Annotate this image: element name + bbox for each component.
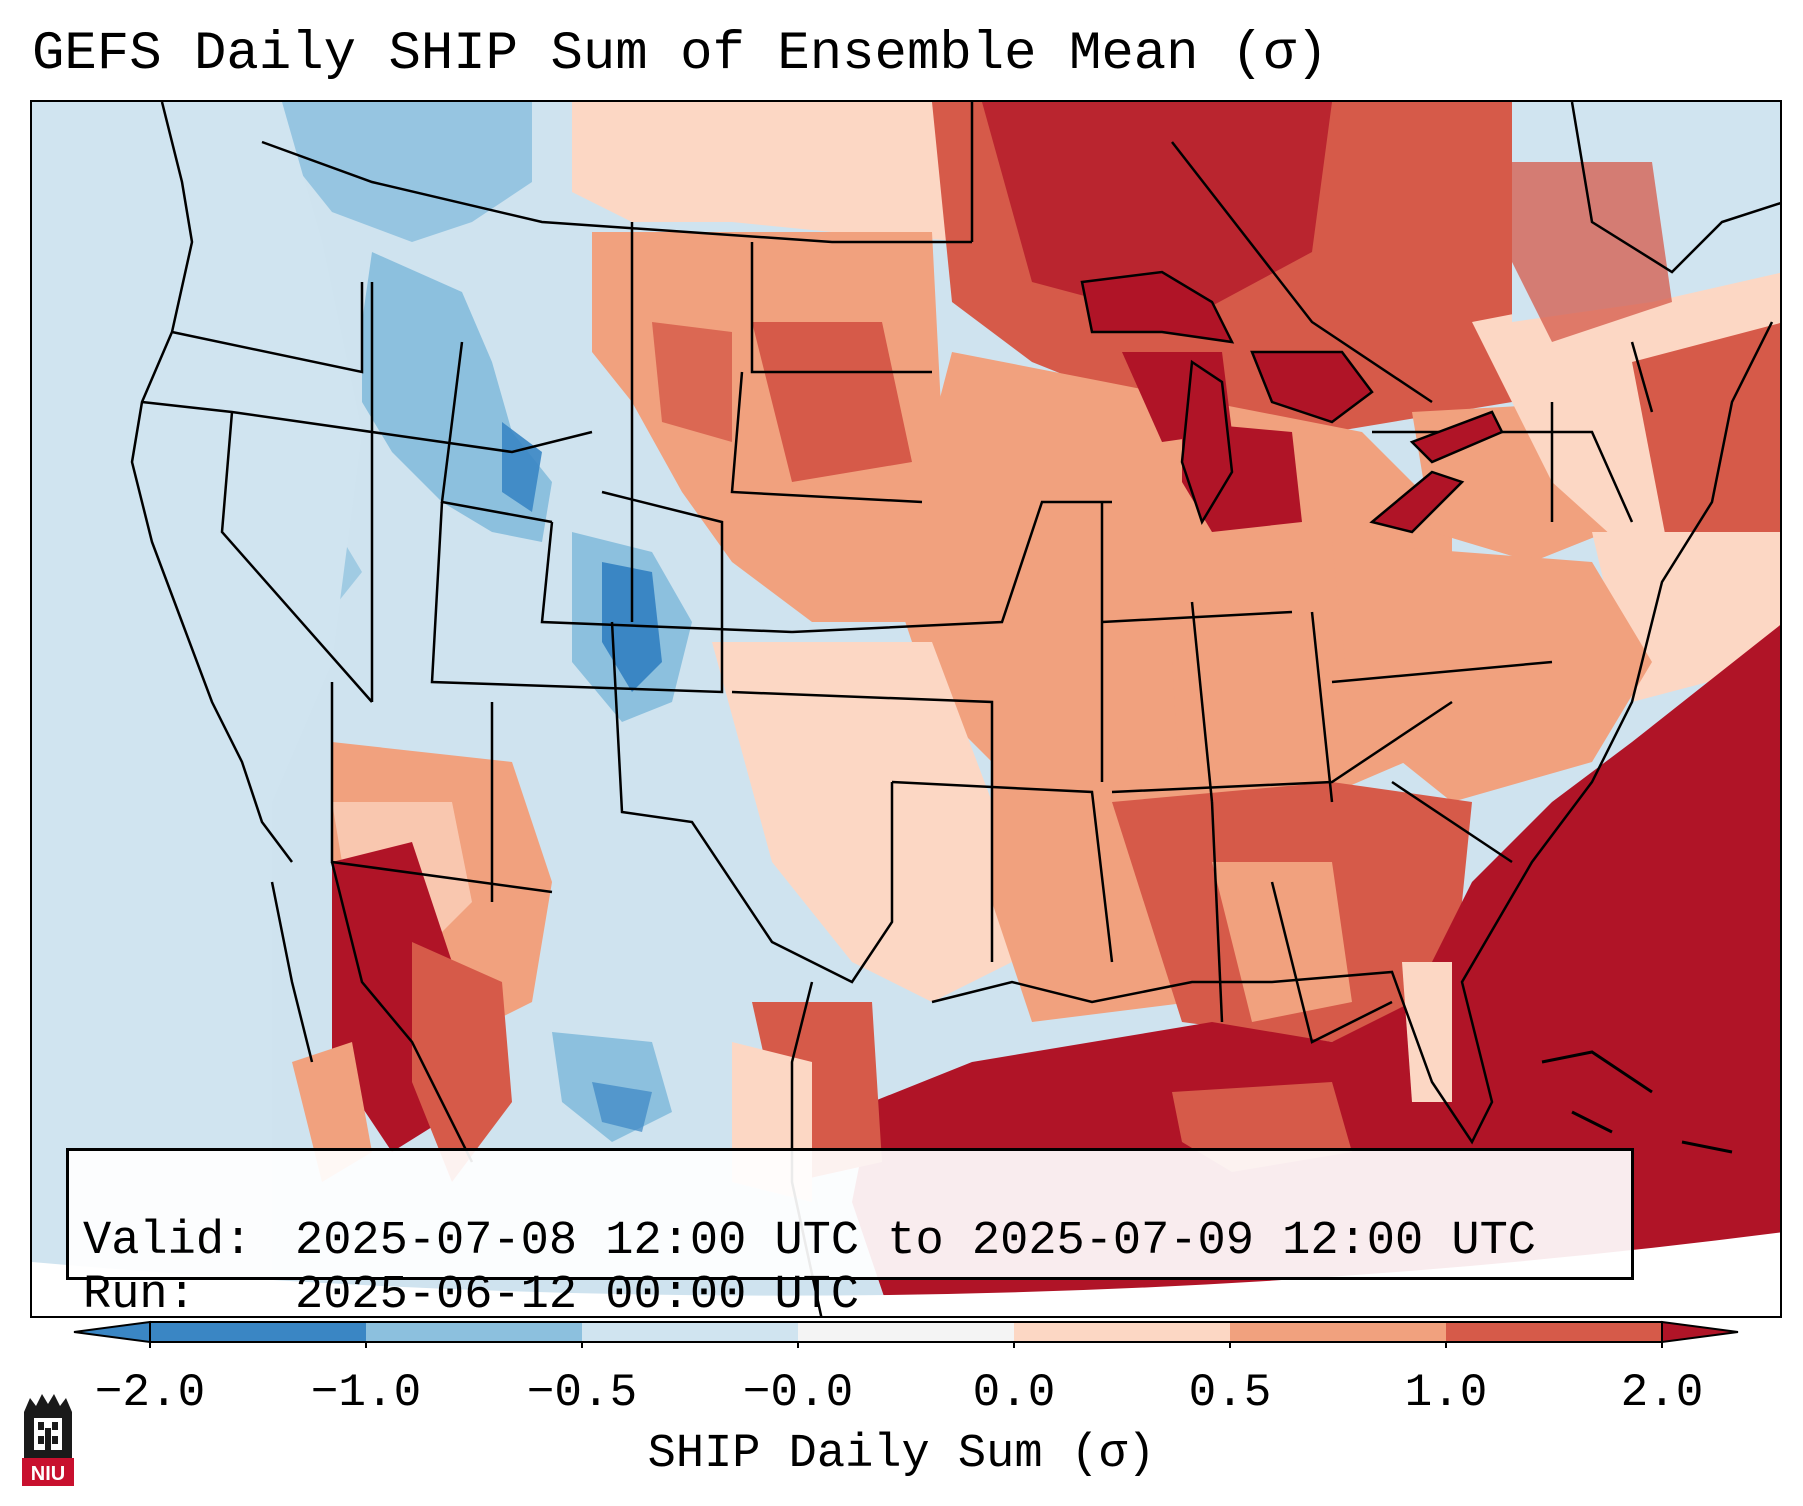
colorbar-extend-high <box>1661 1320 1739 1344</box>
tick-label-2: −0.5 <box>526 1367 638 1419</box>
anomaly-map <box>32 102 1780 1316</box>
logo-band <box>22 1458 74 1486</box>
map-title: GEFS Daily SHIP Sum of Ensemble Mean (σ) <box>32 24 1329 85</box>
valid-value: 2025-07-08 12:00 UTC to 2025-07-09 12:00… <box>295 1215 1537 1268</box>
logo-text: NIU <box>31 1463 65 1485</box>
state-boundaries <box>130 102 1780 1316</box>
outside-projection <box>32 1232 1780 1316</box>
colorbar-border <box>149 1321 1663 1343</box>
negative-anomaly-regions <box>252 102 692 1142</box>
islands <box>1541 1050 1733 1154</box>
tick-label-3: −0.0 <box>742 1367 854 1419</box>
tick-label-5: 0.5 <box>1188 1367 1272 1419</box>
tick-label-0: −2.0 <box>94 1367 206 1419</box>
colorbar <box>73 1320 1739 1348</box>
valid-key: Valid: <box>83 1215 253 1268</box>
colorbar-label: SHIP Daily Sum (σ) <box>647 1428 1156 1481</box>
colorbar-bin-1 <box>366 1322 582 1342</box>
map-panel[interactable] <box>30 100 1782 1318</box>
run-row: Run: 2025-06-12 00:00 UTC <box>83 1269 1631 1323</box>
tick-label-6: 1.0 <box>1404 1367 1488 1419</box>
tick-label-1: −1.0 <box>310 1367 422 1419</box>
tick-label-7: 2.0 <box>1620 1367 1704 1419</box>
colorbar-bin-3 <box>798 1322 1014 1342</box>
positive-anomaly-regions <box>332 102 1780 1042</box>
colorbar-bin-5 <box>1230 1322 1446 1342</box>
colorbar-bin-0 <box>150 1322 366 1342</box>
valid-row: Valid: 2025-07-08 12:00 UTC to 2025-07-09… <box>83 1215 1631 1269</box>
tick-label-4: 0.0 <box>972 1367 1056 1419</box>
colorbar-extend-low <box>73 1320 151 1344</box>
colorbar-bin-4 <box>1014 1322 1230 1342</box>
run-value: 2025-06-12 00:00 UTC <box>295 1269 860 1322</box>
great-lakes <box>1080 270 1504 534</box>
run-info-box: Valid: 2025-07-08 12:00 UTC to 2025-07-09… <box>66 1148 1634 1322</box>
run-key: Run: <box>83 1269 196 1322</box>
niu-logo: NIU <box>22 1394 74 1486</box>
colorbar-bin-2 <box>582 1322 798 1342</box>
colorbar-bin-6 <box>1446 1322 1662 1342</box>
extreme-anomaly-regions <box>292 625 1780 1316</box>
